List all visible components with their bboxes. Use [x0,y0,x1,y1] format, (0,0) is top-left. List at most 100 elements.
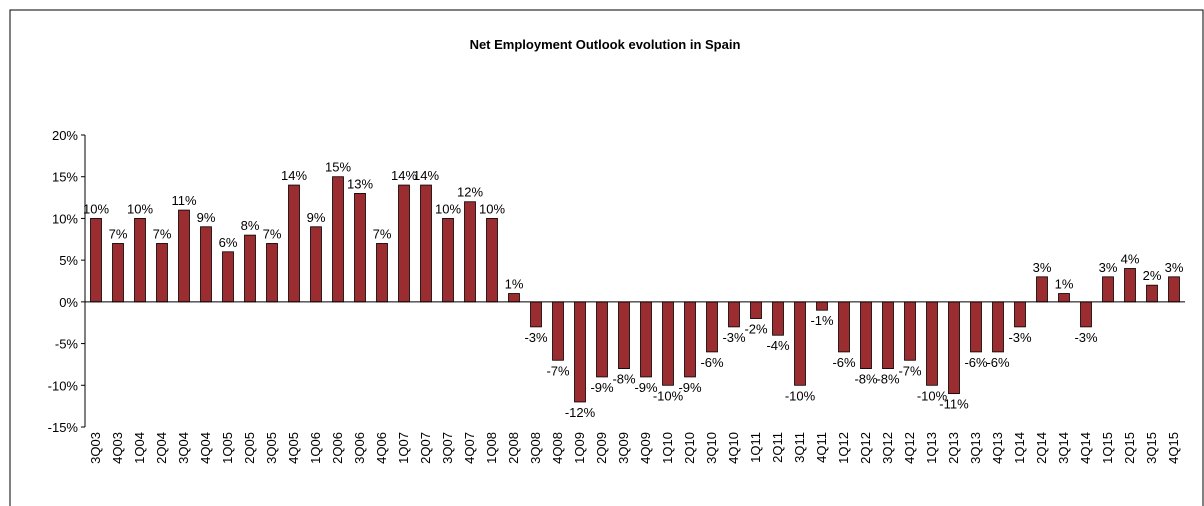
y-tick-label: 0% [59,295,78,310]
x-tick-label: 2Q13 [946,432,961,464]
x-tick-label: 3Q13 [968,432,983,464]
x-tick-label: 4Q05 [286,432,301,464]
data-label: 6% [219,235,238,250]
data-label: -9% [634,380,658,395]
bar [1102,276,1114,303]
x-tick-label: 1Q08 [484,432,499,464]
x-tick-label: 1Q09 [572,432,587,464]
data-label: -12% [565,405,596,420]
bar [134,218,146,303]
x-tick-label: 1Q11 [748,432,763,463]
bar [354,192,366,303]
x-tick-label: 2Q05 [242,432,257,464]
bar [310,226,322,303]
bar [244,234,256,303]
bar [200,226,212,303]
chart-title: Net Employment Outlook evolution in Spai… [470,37,741,52]
data-label: -6% [986,355,1010,370]
data-label: 7% [153,226,172,241]
data-label: -3% [1074,330,1098,345]
bar [1014,301,1026,328]
x-tick-label: 4Q13 [990,432,1005,464]
x-tick-label: 3Q14 [1056,432,1071,464]
bar [640,301,652,378]
x-tick-label: 2Q14 [1034,432,1049,464]
data-label: 1% [1055,277,1074,292]
x-tick-label: 2Q11 [770,432,785,463]
y-tick-label: -15% [48,420,79,435]
data-label: 7% [263,226,282,241]
bar [508,293,520,303]
x-tick-label: 4Q08 [550,432,565,464]
x-tick-label: 1Q13 [924,432,939,464]
x-tick-label: 2Q09 [594,432,609,464]
data-label: 10% [127,201,153,216]
x-tick-label: 2Q12 [858,432,873,464]
x-tick-label: 4Q06 [374,432,389,464]
data-label: -9% [678,380,702,395]
bar [794,301,806,386]
bar [376,243,388,303]
x-tick-label: 2Q06 [330,432,345,464]
data-label: -8% [612,372,636,387]
data-label: 4% [1121,251,1140,266]
x-tick-label: 1Q07 [396,432,411,464]
data-label: -10% [917,388,948,403]
bar [992,301,1004,353]
data-label: 3% [1099,260,1118,275]
bar [926,301,938,386]
bar [838,301,850,353]
data-label: -10% [785,388,816,403]
data-label: -4% [766,338,790,353]
data-label: 1% [505,277,524,292]
bar [420,184,432,303]
data-label: 14% [413,168,439,183]
x-tick-label: 4Q10 [726,432,741,464]
x-tick-label: 3Q15 [1144,432,1159,464]
data-label: -6% [832,355,856,370]
bar [860,301,872,370]
chart-border [9,9,1204,506]
x-tick-label: 1Q12 [836,432,851,464]
data-label: -6% [964,355,988,370]
y-tick-label: 15% [52,170,78,185]
data-label: -3% [722,330,746,345]
x-tick-label: 4Q12 [902,432,917,464]
bar [1168,276,1180,303]
data-label: 14% [391,168,417,183]
data-label: -3% [524,330,548,345]
x-tick-label: 3Q05 [264,432,279,464]
data-label: 3% [1033,260,1052,275]
data-label: 14% [281,168,307,183]
bar [464,201,476,303]
y-tick-label: 10% [52,211,78,226]
x-tick-label: 3Q11 [792,432,807,463]
data-label: 10% [435,201,461,216]
bar [1036,276,1048,303]
bar [222,251,234,303]
data-label: 15% [325,160,351,175]
data-label: 11% [171,193,196,208]
data-label: 8% [241,218,260,233]
bar [156,243,168,303]
data-label: 7% [373,226,392,241]
x-tick-label: 4Q11 [814,432,829,463]
data-label: -7% [898,363,922,378]
bar [1058,293,1070,303]
y-tick-label: 20% [52,128,78,143]
bar [530,301,542,328]
bar [596,301,608,378]
bar [948,301,960,395]
x-tick-label: 1Q05 [220,432,235,464]
data-label: -1% [810,313,834,328]
x-tick-label: 1Q06 [308,432,323,464]
bar [178,209,190,303]
data-label: -9% [590,380,614,395]
bar [398,184,410,303]
data-label: 10% [479,201,505,216]
data-label: -7% [546,363,570,378]
data-label: 2% [1143,268,1162,283]
bar [552,301,564,361]
bar [684,301,696,378]
x-tick-label: 4Q04 [198,432,213,464]
